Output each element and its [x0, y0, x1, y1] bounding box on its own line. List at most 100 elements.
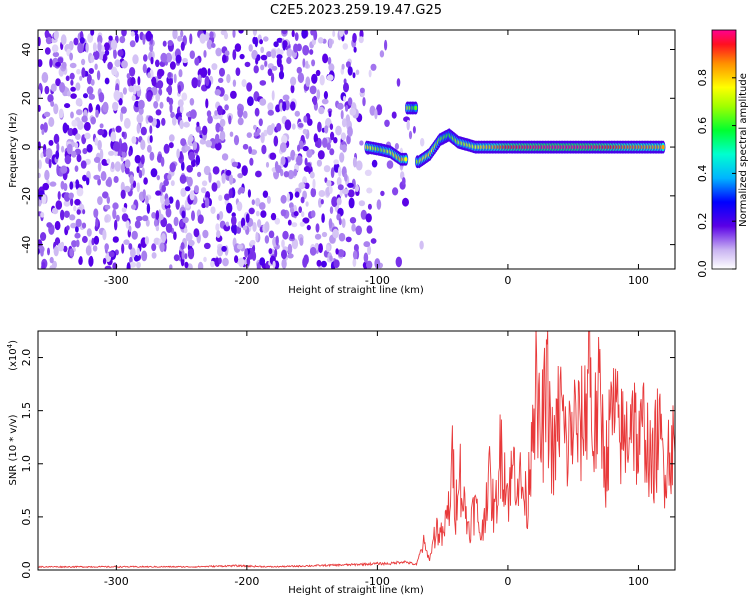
noise-cell: [136, 261, 141, 269]
noise-cell: [233, 224, 237, 236]
noise-cell: [255, 210, 260, 217]
noise-cell: [264, 235, 270, 244]
noise-cell: [47, 94, 54, 103]
noise-cell: [104, 49, 110, 56]
noise-cell: [339, 152, 345, 163]
noise-cell: [180, 187, 187, 197]
noise-cell: [42, 182, 50, 191]
noise-cell: [231, 215, 237, 226]
noise-cell: [53, 246, 59, 257]
noise-cell: [287, 219, 292, 226]
noise-cell: [177, 84, 182, 94]
noise-cell: [147, 72, 151, 79]
noise-cell: [55, 200, 63, 210]
noise-cell: [324, 177, 328, 184]
noise-cell: [197, 214, 204, 224]
noise-cell: [374, 108, 378, 120]
noise-cell: [347, 189, 355, 198]
noise-cell: [120, 106, 127, 114]
noise-cell: [90, 116, 96, 125]
noise-cell: [97, 178, 101, 186]
noise-cell: [205, 75, 210, 87]
noise-cell: [41, 129, 45, 136]
noise-cell: [271, 72, 275, 83]
noise-cell: [349, 108, 357, 116]
noise-cell: [259, 202, 266, 210]
noise-cell: [95, 217, 99, 228]
noise-cell: [303, 166, 311, 172]
noise-cell: [314, 233, 322, 240]
noise-cell: [143, 177, 148, 185]
noise-cell: [75, 98, 83, 107]
noise-cell: [40, 123, 45, 131]
noise-cell: [317, 121, 322, 133]
noise-cell: [291, 222, 298, 228]
noise-cell: [212, 114, 220, 120]
noise-cell: [214, 142, 222, 151]
noise-cell: [101, 158, 107, 166]
noise-cell: [201, 202, 207, 209]
noise-cell: [129, 261, 137, 268]
noise-cell: [45, 36, 52, 45]
noise-cell: [261, 144, 267, 155]
noise-cell: [296, 155, 303, 166]
noise-cell: [50, 100, 55, 107]
figure-title: C2E5.2023.259.19.47.G25: [270, 3, 442, 18]
noise-cell: [92, 42, 97, 52]
noise-cell: [214, 110, 218, 116]
noise-cell: [72, 127, 78, 136]
noise-cell: [88, 105, 93, 113]
noise-cell: [341, 118, 347, 128]
noise-cell: [132, 180, 137, 188]
noise-cell: [189, 50, 195, 59]
noise-cell: [264, 221, 270, 233]
colorbar-tick-label: 0.0: [696, 260, 709, 278]
noise-cell: [44, 30, 50, 38]
noise-cell: [297, 144, 301, 152]
noise-cell: [267, 102, 274, 111]
noise-cell: [229, 174, 234, 186]
noise-cell: [90, 79, 95, 86]
noise-cell: [316, 89, 321, 100]
noise-cell: [305, 76, 311, 87]
noise-cell: [156, 175, 160, 181]
noise-cell: [40, 152, 44, 159]
colorbar-label: Normalized spectral amplitude: [738, 73, 749, 227]
noise-cell: [70, 222, 77, 229]
noise-cell: [207, 115, 213, 124]
noise-cell: [290, 76, 297, 86]
noise-cell: [344, 173, 348, 182]
noise-cell: [335, 248, 339, 255]
noise-cell: [259, 257, 266, 266]
noise-cell: [184, 145, 191, 151]
noise-cell: [86, 74, 92, 85]
noise-cell: [197, 79, 201, 88]
noise-cell: [65, 75, 70, 82]
noise-cell: [130, 31, 135, 37]
noise-cell: [61, 61, 67, 69]
noise-cell: [315, 223, 320, 233]
noise-cell: [299, 237, 304, 246]
noise-cell: [232, 30, 236, 38]
noise-cell: [395, 256, 402, 268]
noise-cell: [106, 196, 111, 204]
noise-cell: [98, 92, 105, 103]
noise-cell: [274, 217, 281, 225]
noise-cell: [211, 182, 218, 192]
noise-cell: [351, 223, 356, 232]
noise-cell: [248, 44, 253, 52]
noise-cell: [329, 206, 334, 214]
noise-cell: [366, 260, 373, 269]
noise-cell: [166, 96, 171, 103]
noise-cell: [149, 125, 153, 134]
noise-cell: [279, 49, 284, 55]
noise-cell: [224, 193, 230, 201]
noise-cell: [120, 189, 126, 199]
noise-cell: [219, 118, 226, 127]
noise-cell: [347, 66, 353, 76]
noise-cell: [248, 207, 255, 215]
noise-cell: [76, 209, 81, 215]
noise-cell: [219, 130, 226, 141]
noise-cell: [376, 104, 383, 116]
